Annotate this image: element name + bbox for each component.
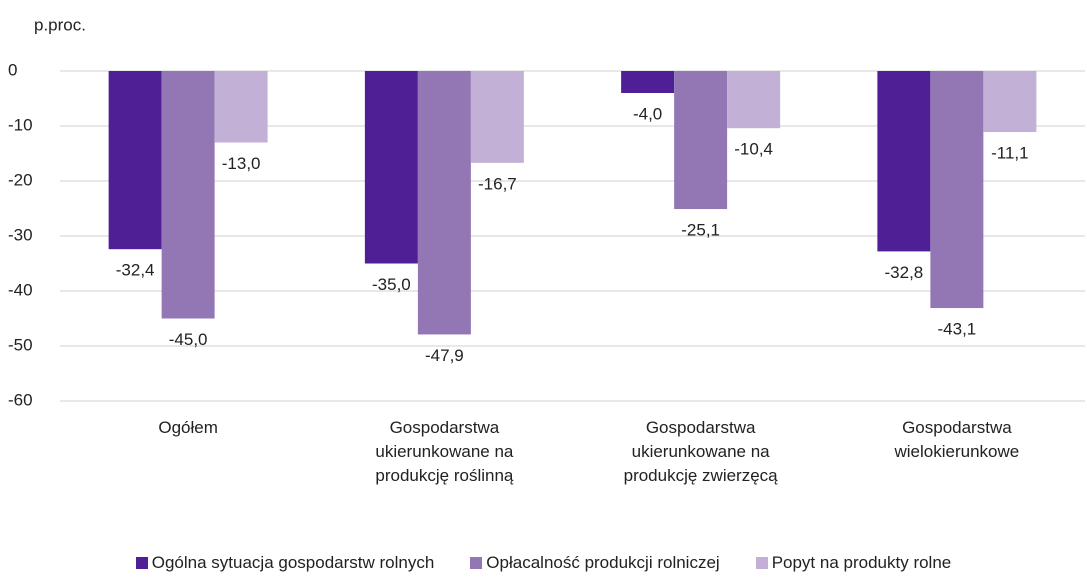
data-label: -16,7	[478, 174, 517, 193]
bar	[621, 71, 675, 93]
legend-swatch	[135, 557, 148, 569]
bar	[877, 71, 931, 252]
bar	[214, 71, 268, 143]
bar	[727, 71, 781, 129]
legend-item: Opłacalność produkcji rolniczej	[470, 553, 720, 573]
data-label: -10,4	[734, 140, 773, 159]
bar	[364, 71, 418, 264]
y-tick-label: -40	[8, 280, 33, 299]
bar	[470, 71, 524, 163]
x-tick-label: Gospodarstwa ukierunkowane na produkcję …	[375, 418, 514, 485]
x-tick-label: Gospodarstwa ukierunkowane na produkcję …	[623, 418, 778, 485]
data-label: -35,0	[372, 275, 411, 294]
legend-label: Opłacalność produkcji rolniczej	[486, 553, 720, 572]
bar	[674, 71, 728, 210]
bar	[930, 71, 984, 309]
y-tick-label: 0	[8, 60, 17, 79]
data-label: -47,9	[425, 346, 464, 365]
legend-swatch	[755, 557, 768, 569]
bar	[161, 71, 215, 319]
legend-item: Popyt na produkty rolne	[755, 553, 952, 573]
legend: Ogólna sytuacja gospodarstw rolnych Opłac…	[0, 553, 1087, 573]
bar	[983, 71, 1037, 133]
y-tick-label: -60	[8, 390, 33, 409]
data-label: -11,1	[991, 144, 1029, 163]
data-label: -4,0	[633, 104, 662, 123]
bar	[108, 71, 162, 250]
data-label: -13,0	[222, 154, 261, 173]
data-label: -43,1	[938, 320, 977, 339]
data-label: -32,4	[116, 261, 155, 280]
x-tick-label: Ogółem	[158, 418, 218, 437]
legend-swatch	[470, 557, 483, 569]
y-tick-label: -10	[8, 115, 33, 134]
x-tick-label: Gospodarstwa wielokierunkowe	[894, 418, 1020, 461]
y-tick-label: -20	[8, 170, 33, 189]
data-label: -25,1	[681, 221, 720, 240]
legend-item: Ogólna sytuacja gospodarstw rolnych	[135, 553, 435, 573]
y-tick-label: -50	[8, 335, 33, 354]
legend-label: Ogólna sytuacja gospodarstw rolnych	[151, 553, 435, 572]
data-label: -32,8	[885, 263, 924, 282]
legend-label: Popyt na produkty rolne	[771, 553, 952, 572]
y-axis-label: p.proc.	[34, 15, 86, 34]
data-label: -45,0	[169, 330, 208, 349]
bar	[417, 71, 471, 335]
y-tick-label: -30	[8, 225, 33, 244]
